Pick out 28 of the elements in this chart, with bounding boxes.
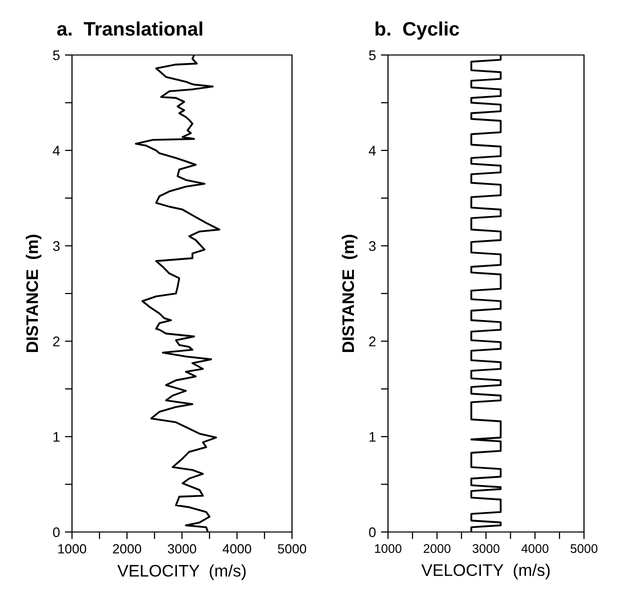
y-tick-label: 5 (369, 50, 376, 60)
y-tick-label: 2 (369, 336, 376, 346)
y-tick-label: 0 (369, 527, 376, 538)
x-tick-label: 1000 (375, 544, 402, 553)
x-tick-label: 4000 (222, 544, 252, 554)
x-axis-title: VELOCITY (m/s) (117, 564, 246, 580)
x-tick-label: 5000 (570, 544, 598, 553)
x-tick-label: 5000 (278, 544, 306, 554)
chart-title: a. Translational (57, 21, 202, 36)
y-tick-label: 3 (369, 241, 376, 251)
x-tick-label: 3000 (472, 544, 500, 553)
y-axis-title: DISTANCE (m) (26, 234, 42, 352)
y-tick-label: 0 (53, 527, 60, 538)
y-tick-label: 4 (368, 146, 376, 156)
x-tick-label: 1000 (58, 544, 86, 554)
x-axis-title: VELOCITY (m/s) (421, 564, 550, 580)
y-tick-label: 2 (53, 336, 60, 346)
y-tick-label: 1 (370, 432, 376, 442)
x-tick-label: 2000 (424, 544, 450, 553)
y-tick-label: 3 (53, 241, 60, 251)
y-tick-label: 4 (52, 146, 60, 156)
y-tick-label: 5 (53, 50, 60, 60)
x-tick-label: 3000 (168, 544, 196, 554)
x-tick-label: 2000 (112, 544, 142, 554)
chart-title: b. Cyclic (376, 21, 460, 40)
y-axis-title: DISTANCE (m) (342, 234, 358, 352)
y-tick-label: 1 (54, 432, 60, 442)
x-tick-label: 4000 (521, 544, 548, 553)
